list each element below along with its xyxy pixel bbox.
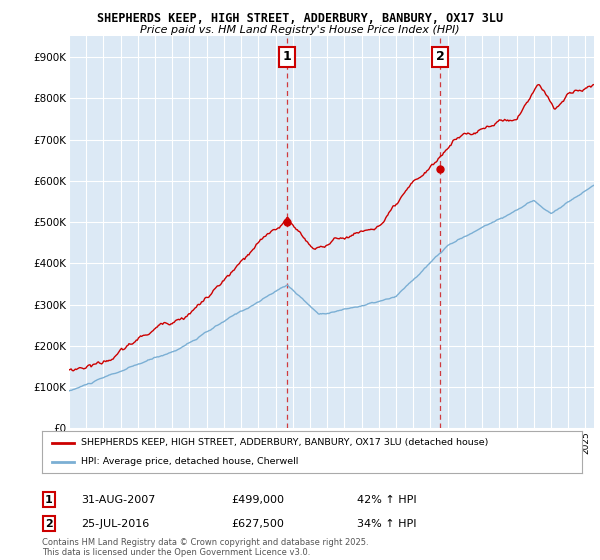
Text: SHEPHERDS KEEP, HIGH STREET, ADDERBURY, BANBURY, OX17 3LU: SHEPHERDS KEEP, HIGH STREET, ADDERBURY, … — [97, 12, 503, 25]
Text: 25-JUL-2016: 25-JUL-2016 — [81, 519, 149, 529]
Text: 42% ↑ HPI: 42% ↑ HPI — [357, 494, 416, 505]
Text: 2: 2 — [45, 519, 53, 529]
Text: 1: 1 — [45, 494, 53, 505]
Text: Contains HM Land Registry data © Crown copyright and database right 2025.
This d: Contains HM Land Registry data © Crown c… — [42, 538, 368, 557]
Text: 34% ↑ HPI: 34% ↑ HPI — [357, 519, 416, 529]
Text: HPI: Average price, detached house, Cherwell: HPI: Average price, detached house, Cher… — [81, 458, 298, 466]
Text: 2: 2 — [436, 50, 445, 63]
Text: 31-AUG-2007: 31-AUG-2007 — [81, 494, 155, 505]
Text: Price paid vs. HM Land Registry's House Price Index (HPI): Price paid vs. HM Land Registry's House … — [140, 25, 460, 35]
Text: £499,000: £499,000 — [231, 494, 284, 505]
Text: SHEPHERDS KEEP, HIGH STREET, ADDERBURY, BANBURY, OX17 3LU (detached house): SHEPHERDS KEEP, HIGH STREET, ADDERBURY, … — [81, 438, 488, 447]
Text: 1: 1 — [283, 50, 292, 63]
Text: £627,500: £627,500 — [231, 519, 284, 529]
